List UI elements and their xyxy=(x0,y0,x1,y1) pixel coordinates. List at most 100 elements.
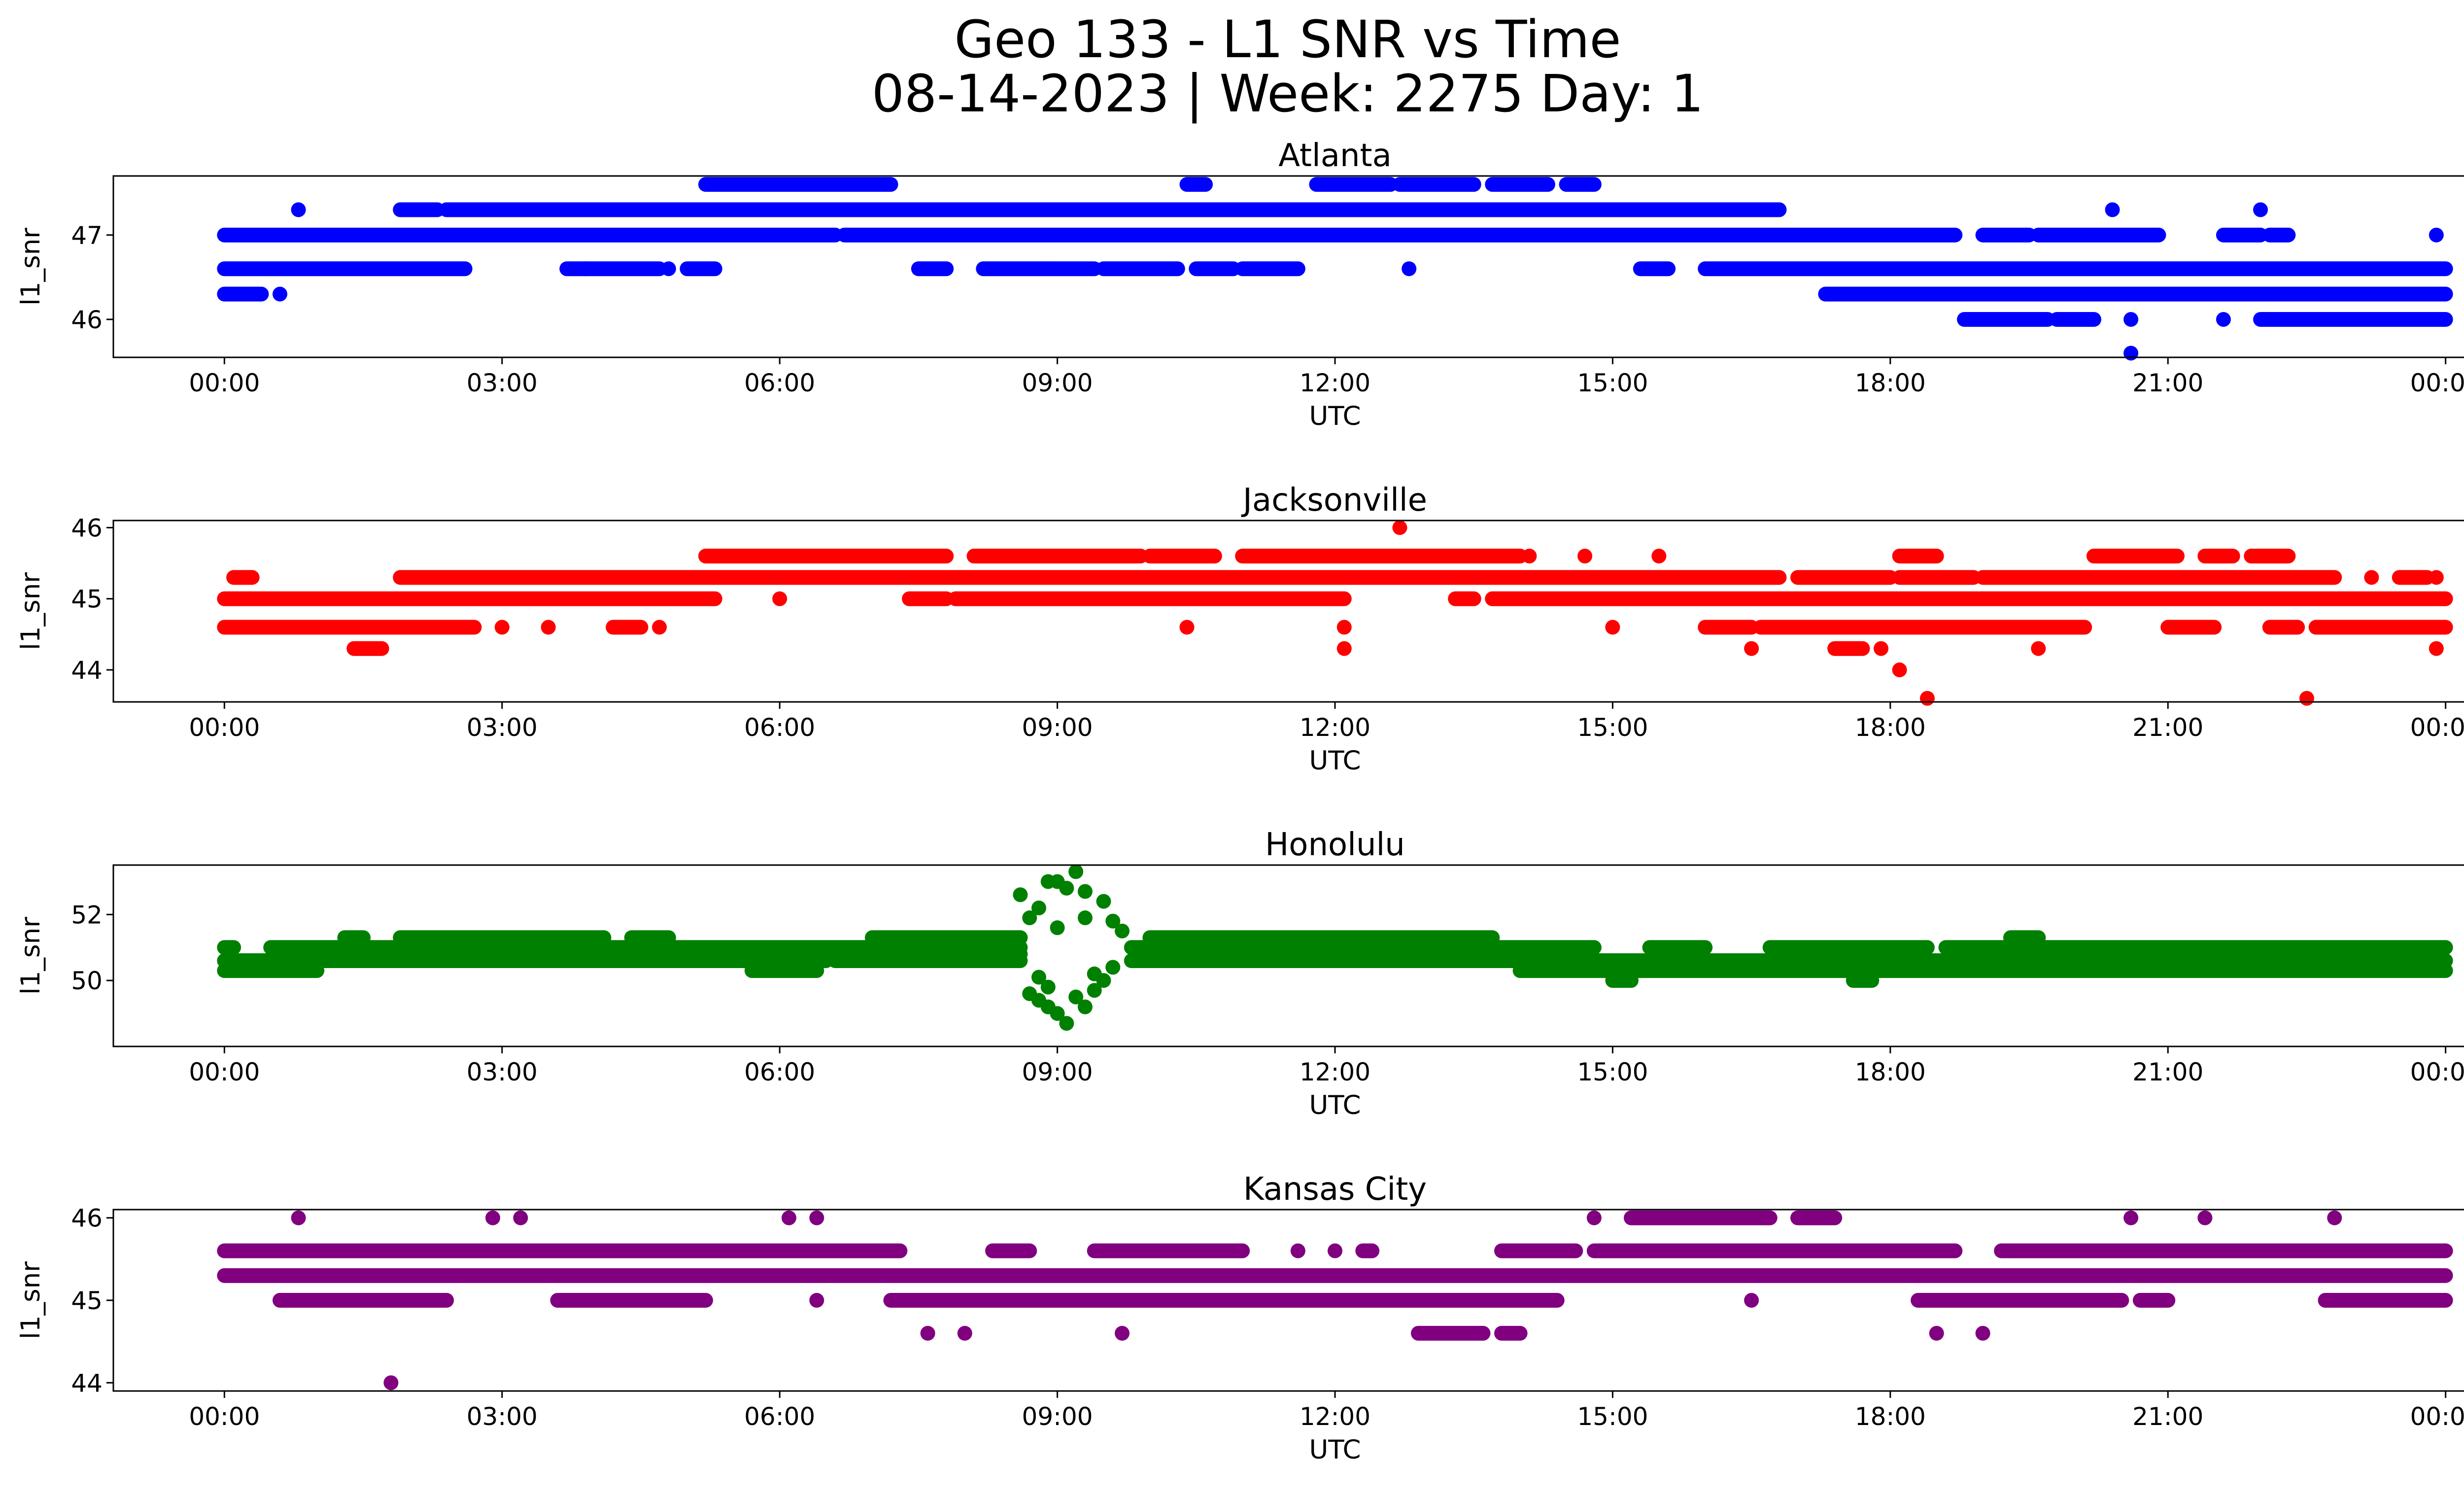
point-run xyxy=(1623,1210,1778,1225)
point-run xyxy=(1633,261,1676,277)
point-run xyxy=(1235,549,1528,564)
x-tick-label: 12:00 xyxy=(1300,369,1370,397)
data-point xyxy=(1059,880,1074,896)
x-tick-label: 00:00 xyxy=(189,713,260,742)
point-run xyxy=(1494,1325,1528,1341)
point-run xyxy=(217,963,325,978)
series-points xyxy=(217,520,2453,706)
y-axis-label: l1_snr xyxy=(16,917,46,995)
data-point xyxy=(2327,1210,2342,1225)
y-tick-label: 45 xyxy=(71,1286,103,1315)
data-point xyxy=(1336,620,1352,635)
data-point xyxy=(652,620,667,635)
point-run xyxy=(966,549,1111,564)
data-point xyxy=(1115,1325,1130,1341)
data-point xyxy=(485,1210,500,1225)
data-point xyxy=(1077,910,1093,926)
data-point xyxy=(383,1375,399,1391)
data-point xyxy=(1929,1325,1944,1341)
data-point xyxy=(1105,913,1121,929)
data-point xyxy=(1892,662,1907,678)
x-tick-label: 03:00 xyxy=(467,1402,538,1431)
point-run xyxy=(2086,549,2185,564)
data-point xyxy=(2299,691,2314,706)
figure-subtitle: 08-14-2023 | Week: 2275 Day: 1 xyxy=(871,64,1704,124)
point-run xyxy=(2308,620,2453,635)
data-point xyxy=(1077,884,1093,899)
point-run xyxy=(346,641,389,656)
data-point xyxy=(2364,570,2379,585)
y-tick-label: 46 xyxy=(71,514,103,542)
x-tick-label: 18:00 xyxy=(1855,1402,1926,1431)
x-axis-label: UTC xyxy=(1309,401,1361,431)
point-run xyxy=(1096,549,1148,564)
point-run xyxy=(439,202,1787,217)
data-point xyxy=(1874,641,1889,656)
data-point xyxy=(2429,570,2444,585)
y-tick-label: 50 xyxy=(71,967,103,995)
point-run xyxy=(883,1293,1565,1308)
point-run xyxy=(1559,177,1602,192)
point-run xyxy=(827,953,1028,969)
point-run xyxy=(698,177,898,192)
data-point xyxy=(1087,983,1102,998)
data-point xyxy=(2123,312,2139,327)
point-run xyxy=(217,286,269,302)
panel-title: Atlanta xyxy=(1278,138,1392,174)
axes-frame xyxy=(112,520,2464,703)
data-point xyxy=(1651,549,1667,564)
data-point xyxy=(1040,979,1056,995)
point-run xyxy=(1179,177,1213,192)
y-axis-label: l1_snr xyxy=(16,228,46,306)
y-tick-label: 44 xyxy=(71,656,103,685)
data-point xyxy=(661,261,676,277)
data-point xyxy=(1744,641,1759,656)
point-run xyxy=(217,953,834,969)
data-point xyxy=(1115,923,1130,939)
data-point xyxy=(1050,920,1065,936)
data-point xyxy=(2253,202,2268,217)
point-run xyxy=(393,202,445,217)
data-point xyxy=(1522,549,1537,564)
point-run xyxy=(2049,312,2101,327)
point-run xyxy=(1957,312,2055,327)
data-point xyxy=(1077,999,1093,1014)
point-run xyxy=(559,261,667,277)
data-point xyxy=(513,1210,528,1225)
point-run xyxy=(2262,227,2296,243)
y-tick-label: 52 xyxy=(71,901,103,929)
x-axis-label: UTC xyxy=(1309,746,1361,776)
point-run xyxy=(911,261,954,277)
point-run xyxy=(1448,591,1481,606)
point-run xyxy=(1975,227,2037,243)
point-run xyxy=(698,570,1787,585)
point-run xyxy=(1892,549,1944,564)
data-point xyxy=(1586,1210,1602,1225)
x-tick-label: 12:00 xyxy=(1300,1058,1370,1086)
x-tick-label: 15:00 xyxy=(1577,1402,1648,1431)
x-tick-label: 03:00 xyxy=(467,369,538,397)
point-run xyxy=(393,570,713,585)
panel-title: Kansas City xyxy=(1243,1171,1427,1208)
point-run xyxy=(1846,973,1880,988)
point-run xyxy=(217,261,473,277)
data-point xyxy=(1022,910,1037,926)
x-tick-label: 00:00 xyxy=(2410,1058,2464,1086)
data-point xyxy=(291,202,306,217)
data-point xyxy=(1013,946,1028,962)
point-run xyxy=(948,591,1352,606)
point-run xyxy=(2392,570,2435,585)
x-tick-label: 09:00 xyxy=(1022,1402,1093,1431)
point-run xyxy=(1762,940,1935,955)
y-tick-label: 47 xyxy=(71,221,103,250)
point-run xyxy=(2244,549,2296,564)
x-axis-label: UTC xyxy=(1309,1435,1361,1465)
point-run xyxy=(1411,1325,1491,1341)
data-point xyxy=(1059,1016,1074,1031)
x-tick-label: 15:00 xyxy=(1577,713,1648,742)
point-run xyxy=(1392,177,1481,192)
point-run xyxy=(2318,1293,2453,1308)
x-tick-label: 06:00 xyxy=(744,713,815,742)
point-run xyxy=(1892,570,1981,585)
data-point xyxy=(1402,261,1417,277)
